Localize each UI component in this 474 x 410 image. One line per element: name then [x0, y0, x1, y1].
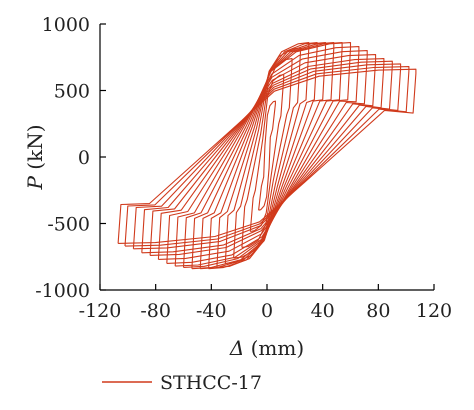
hysteresis-loop [258, 100, 276, 211]
x-tick-label: -80 [140, 300, 171, 322]
x-tick-label: -40 [196, 300, 227, 322]
hysteresis-loop [249, 73, 285, 233]
legend-label-sthcc-17: STHCC-17 [160, 372, 262, 394]
y-axis-title: P (kN) [23, 124, 47, 190]
hysteresis-loop [157, 54, 377, 260]
y-axis-ticks: -1000 -500 0 500 1000 [35, 14, 106, 302]
y-tick-label: 500 [54, 81, 90, 103]
x-tick-label: 40 [311, 300, 335, 322]
hysteresis-loop [174, 46, 360, 267]
hysteresis-loop [191, 42, 343, 270]
hysteresis-loop [166, 50, 368, 264]
x-tick-label: -120 [79, 300, 122, 322]
legend: STHCC-17 [102, 372, 262, 394]
x-axis-title: Δ (mm) [229, 336, 304, 360]
hysteresis-loop [208, 42, 327, 270]
y-tick-label: -500 [47, 214, 90, 236]
hysteresis-loop [132, 63, 402, 250]
y-tick-label: 0 [78, 147, 90, 169]
hysteresis-loop [199, 42, 335, 270]
y-tick-label: -1000 [35, 280, 90, 302]
x-tick-label: 80 [366, 300, 390, 322]
hysteresis-loop [117, 68, 417, 244]
x-tick-label: 120 [416, 300, 452, 322]
hysteresis-curves [117, 42, 417, 270]
x-tick-label: 0 [261, 300, 273, 322]
x-axis-ticks: -120 -80 -40 0 40 80 120 [79, 284, 452, 322]
y-tick-label: 1000 [42, 14, 90, 36]
hysteresis-loop [182, 42, 352, 268]
